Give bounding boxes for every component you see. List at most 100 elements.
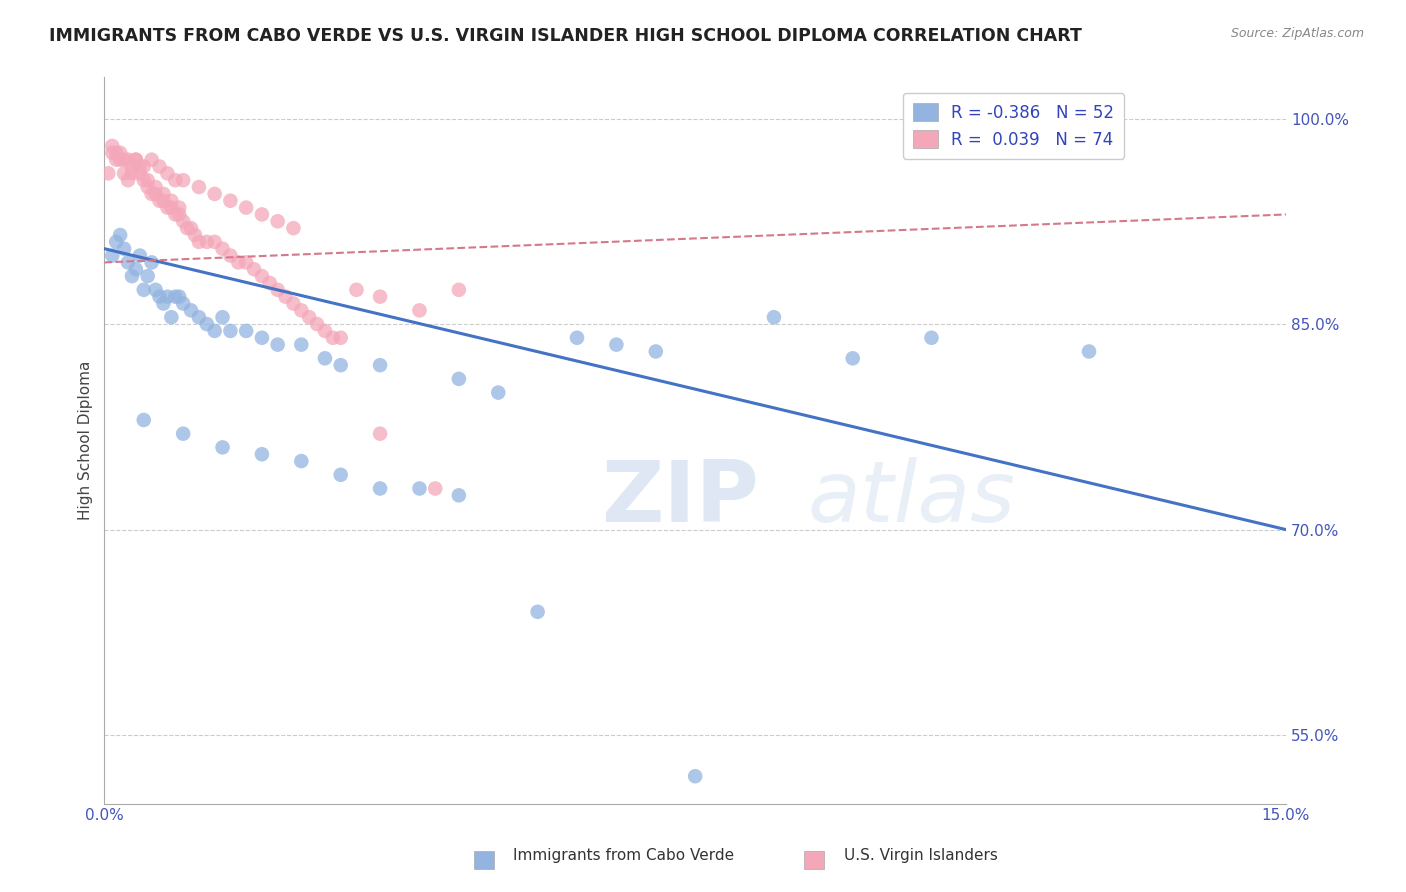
Point (486, 385, 509, 400)
Point (172, 296, 194, 310)
Point (125, 153, 148, 167)
Point (226, 255, 249, 269)
Point (160, 310, 183, 325)
Point (141, 255, 163, 269)
Point (167, 290, 190, 304)
Point (274, 290, 297, 304)
Point (368, 482, 391, 496)
Point (921, 331, 943, 345)
Point (290, 454, 312, 468)
Point (290, 337, 312, 351)
Point (307, 317, 329, 331)
Point (250, 331, 273, 345)
Point (368, 358, 391, 372)
Point (156, 201, 179, 215)
Text: Immigrants from Cabo Verde: Immigrants from Cabo Verde (513, 848, 734, 863)
Point (180, 221, 202, 235)
Point (108, 145, 131, 160)
Legend: R = -0.386   N = 52, R =  0.039   N = 74: R = -0.386 N = 52, R = 0.039 N = 74 (903, 93, 1123, 159)
Point (211, 441, 233, 455)
Point (165, 290, 187, 304)
Point (112, 153, 135, 167)
Point (172, 173, 194, 187)
Point (368, 426, 391, 441)
Point (136, 173, 159, 187)
Point (346, 283, 368, 297)
Point (266, 283, 288, 297)
Point (172, 214, 194, 228)
Text: Source: ZipAtlas.com: Source: ZipAtlas.com (1230, 27, 1364, 40)
Point (425, 482, 447, 496)
Point (219, 249, 242, 263)
Point (1078, 344, 1101, 359)
Point (121, 166, 143, 180)
Point (117, 255, 139, 269)
Point (322, 331, 344, 345)
Point (121, 269, 143, 284)
Point (132, 413, 155, 427)
Point (136, 269, 159, 284)
Point (152, 296, 174, 310)
Point (148, 194, 170, 208)
Point (112, 242, 135, 256)
Text: U.S. Virgin Islanders: U.S. Virgin Islanders (844, 848, 997, 863)
Point (841, 351, 863, 366)
Text: ZIP: ZIP (600, 457, 758, 541)
Point (112, 166, 135, 180)
Point (184, 227, 207, 242)
Point (266, 337, 288, 351)
Point (368, 290, 391, 304)
Point (266, 214, 288, 228)
Point (187, 310, 209, 325)
Point (683, 769, 706, 783)
Point (101, 249, 124, 263)
Point (125, 262, 148, 277)
Point (117, 173, 139, 187)
Point (314, 324, 336, 338)
Point (141, 153, 163, 167)
Point (128, 166, 150, 180)
Point (219, 324, 242, 338)
Point (128, 160, 150, 174)
Point (117, 153, 139, 167)
Point (128, 249, 150, 263)
Point (187, 235, 209, 249)
Point (195, 235, 218, 249)
Point (132, 173, 155, 187)
Point (211, 242, 233, 256)
Point (329, 331, 352, 345)
Y-axis label: High School Diploma: High School Diploma (79, 361, 93, 520)
Point (447, 372, 470, 386)
Point (167, 201, 190, 215)
Point (165, 173, 187, 187)
Point (152, 186, 174, 201)
Point (108, 227, 131, 242)
Point (97, 166, 120, 180)
Point (408, 482, 430, 496)
Point (160, 194, 183, 208)
Point (329, 467, 352, 482)
Point (136, 180, 159, 194)
Point (156, 166, 179, 180)
Point (762, 310, 785, 325)
Point (243, 262, 266, 277)
Point (141, 186, 163, 201)
Point (172, 426, 194, 441)
Point (283, 221, 305, 235)
Point (235, 255, 257, 269)
Point (329, 358, 352, 372)
Point (204, 235, 226, 249)
Point (152, 194, 174, 208)
Point (644, 344, 666, 359)
Point (235, 201, 257, 215)
Point (298, 310, 321, 325)
Point (125, 153, 148, 167)
Point (145, 180, 167, 194)
Point (314, 351, 336, 366)
Point (526, 605, 548, 619)
Point (132, 283, 155, 297)
Point (167, 207, 190, 221)
Point (105, 145, 128, 160)
Point (250, 207, 273, 221)
Point (290, 303, 312, 318)
